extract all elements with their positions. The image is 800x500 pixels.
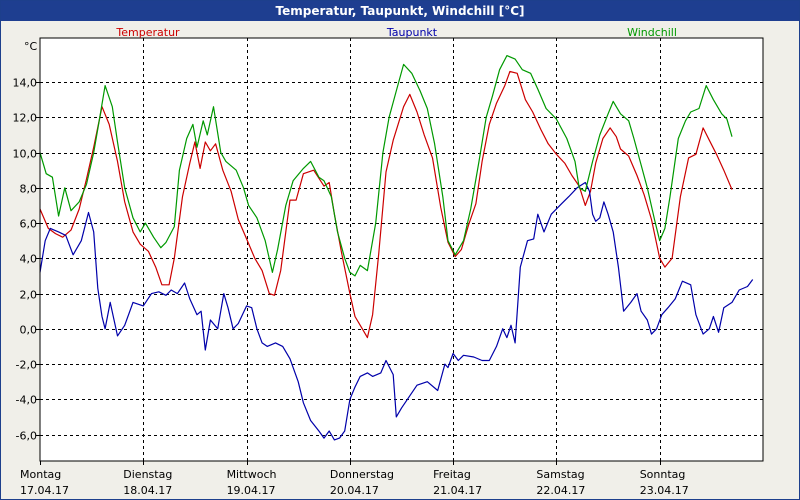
- series-layer: [39, 54, 754, 441]
- plot-area: [40, 38, 763, 461]
- y-tick-label: 2,0: [20, 289, 38, 302]
- y-tick-label: 0,0: [20, 324, 38, 337]
- series-line-temperatur: [39, 70, 733, 339]
- x-tick-date: 21.04.17: [433, 484, 482, 497]
- y-tick-label: 8,0: [20, 183, 38, 196]
- y-tick-label: 6,0: [20, 218, 38, 231]
- y-tick-label: 14,0: [13, 77, 38, 90]
- x-tick-weekday: Freitag: [433, 468, 471, 481]
- x-tick-weekday: Mittwoch: [227, 468, 277, 481]
- y-tick-label: -2,0: [16, 359, 37, 372]
- legend-temperatur: Temperatur: [115, 26, 180, 39]
- series-line-windchill: [39, 54, 733, 277]
- x-tick-date: 18.04.17: [123, 484, 172, 497]
- x-tick-weekday: Sonntag: [640, 468, 686, 481]
- y-tick-label: 12,0: [13, 112, 38, 125]
- y-tick-label: -6,0: [16, 430, 37, 443]
- y-axis: 14,0 12,0 10,0 8,0 6,0 4,0 2,0 0,0 -2,0 -4,0 -6,0: [13, 77, 40, 443]
- x-tick-date: 23.04.17: [640, 484, 689, 497]
- x-tick-weekday: Montag: [20, 468, 61, 481]
- y-tick-label: 4,0: [20, 253, 38, 266]
- grid: [40, 38, 763, 461]
- legend-windchill: Windchill: [627, 26, 677, 39]
- y-unit-label: °C: [24, 40, 38, 53]
- legend: Temperatur Taupunkt Windchill: [115, 26, 677, 39]
- x-tick-date: 19.04.17: [227, 484, 276, 497]
- x-tick-date: 22.04.17: [536, 484, 585, 497]
- x-tick-weekday: Samstag: [536, 468, 584, 481]
- series-line-taupunkt: [39, 181, 754, 441]
- y-tick-label: 10,0: [13, 148, 38, 161]
- legend-taupunkt: Taupunkt: [386, 26, 438, 39]
- x-tick-weekday: Dienstag: [123, 468, 172, 481]
- x-tick-date: 17.04.17: [20, 484, 69, 497]
- x-tick-weekday: Donnerstag: [330, 468, 394, 481]
- plot-border: [39, 37, 764, 462]
- chart-title: Temperatur, Taupunkt, Windchill [°C]: [1, 1, 799, 21]
- x-axis: Montag 17.04.17 Dienstag 18.04.17 Mittwoch 19…: [20, 461, 689, 497]
- y-tick-label: -4,0: [16, 394, 37, 407]
- x-tick-date: 20.04.17: [330, 484, 379, 497]
